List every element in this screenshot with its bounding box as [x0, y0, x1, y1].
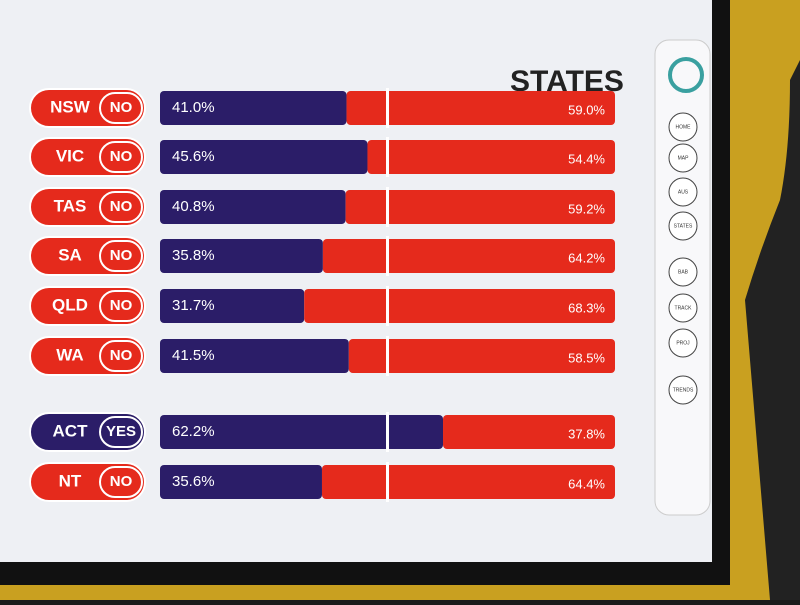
value-label: 41.0% [172, 99, 215, 116]
nav-label: HOME [676, 124, 692, 130]
state-label: TAS [54, 196, 87, 215]
bar-segment [345, 190, 615, 224]
bar-segment [443, 415, 615, 449]
nav-label: AUS [678, 189, 689, 195]
nav-label: TRACK [675, 305, 693, 311]
result-pill [99, 92, 143, 124]
state-label: SA [58, 245, 82, 264]
value-label: 54.4% [568, 151, 605, 166]
bar-segment [321, 465, 615, 499]
result-pill [99, 290, 143, 322]
result-pill [99, 466, 143, 498]
value-label: 41.5% [172, 347, 215, 364]
bar-segment [160, 465, 322, 499]
nav-button[interactable] [668, 177, 698, 207]
result-pill [99, 340, 143, 372]
result-pill [99, 416, 143, 448]
bar-segment [160, 239, 323, 273]
nav-label: MAP [678, 155, 690, 161]
state-label: VIC [56, 146, 84, 165]
state-label: WA [56, 345, 83, 364]
value-label: 40.8% [172, 198, 215, 215]
value-label: 64.4% [568, 476, 605, 491]
nav-button[interactable] [668, 211, 698, 241]
result-pill [99, 141, 143, 173]
value-label: 35.8% [172, 247, 215, 264]
bar-segment [322, 239, 615, 273]
result-label: NO [110, 99, 133, 116]
value-label: 31.7% [172, 297, 215, 314]
bar-segment [160, 91, 347, 125]
nav-label: TRENDS [673, 387, 694, 393]
value-label: 45.6% [172, 148, 215, 165]
result-pill [99, 240, 143, 272]
state-label: NT [59, 471, 82, 490]
result-label: NO [110, 473, 133, 490]
result-pill [99, 191, 143, 223]
result-label: NO [110, 347, 133, 364]
value-label: 37.8% [568, 426, 605, 441]
value-label: 64.2% [568, 250, 605, 265]
result-label: NO [110, 198, 133, 215]
bar-segment [160, 190, 346, 224]
nav-button[interactable] [668, 257, 698, 287]
value-label: 59.2% [568, 201, 605, 216]
state-label: QLD [52, 295, 88, 314]
result-label: NO [110, 247, 133, 264]
nav-button[interactable] [668, 328, 698, 358]
value-label: 68.3% [568, 300, 605, 315]
bar-segment [160, 415, 444, 449]
value-label: 62.2% [172, 423, 215, 440]
value-label: 59.0% [568, 102, 605, 117]
bar-segment [304, 289, 615, 323]
nav-button[interactable] [668, 143, 698, 173]
bar-segment [346, 91, 615, 125]
bar-segment [160, 140, 368, 174]
nav-button[interactable] [668, 375, 698, 405]
nav-button[interactable] [668, 112, 698, 142]
nav-button[interactable] [668, 293, 698, 323]
bar-segment [160, 339, 349, 373]
nav-label: PROJ [676, 340, 690, 346]
presenter [745, 60, 800, 600]
bar-segment [348, 339, 615, 373]
result-label: YES [106, 423, 136, 440]
nav-label: BAB [678, 269, 689, 275]
nav-label: STATES [674, 223, 693, 229]
state-label: NSW [50, 97, 91, 116]
value-label: 58.5% [568, 350, 605, 365]
bar-segment [367, 140, 615, 174]
bar-segment [160, 289, 305, 323]
result-label: NO [110, 148, 133, 165]
logo [668, 57, 704, 93]
result-label: NO [110, 297, 133, 314]
state-label: ACT [53, 421, 89, 440]
value-label: 35.6% [172, 473, 215, 490]
